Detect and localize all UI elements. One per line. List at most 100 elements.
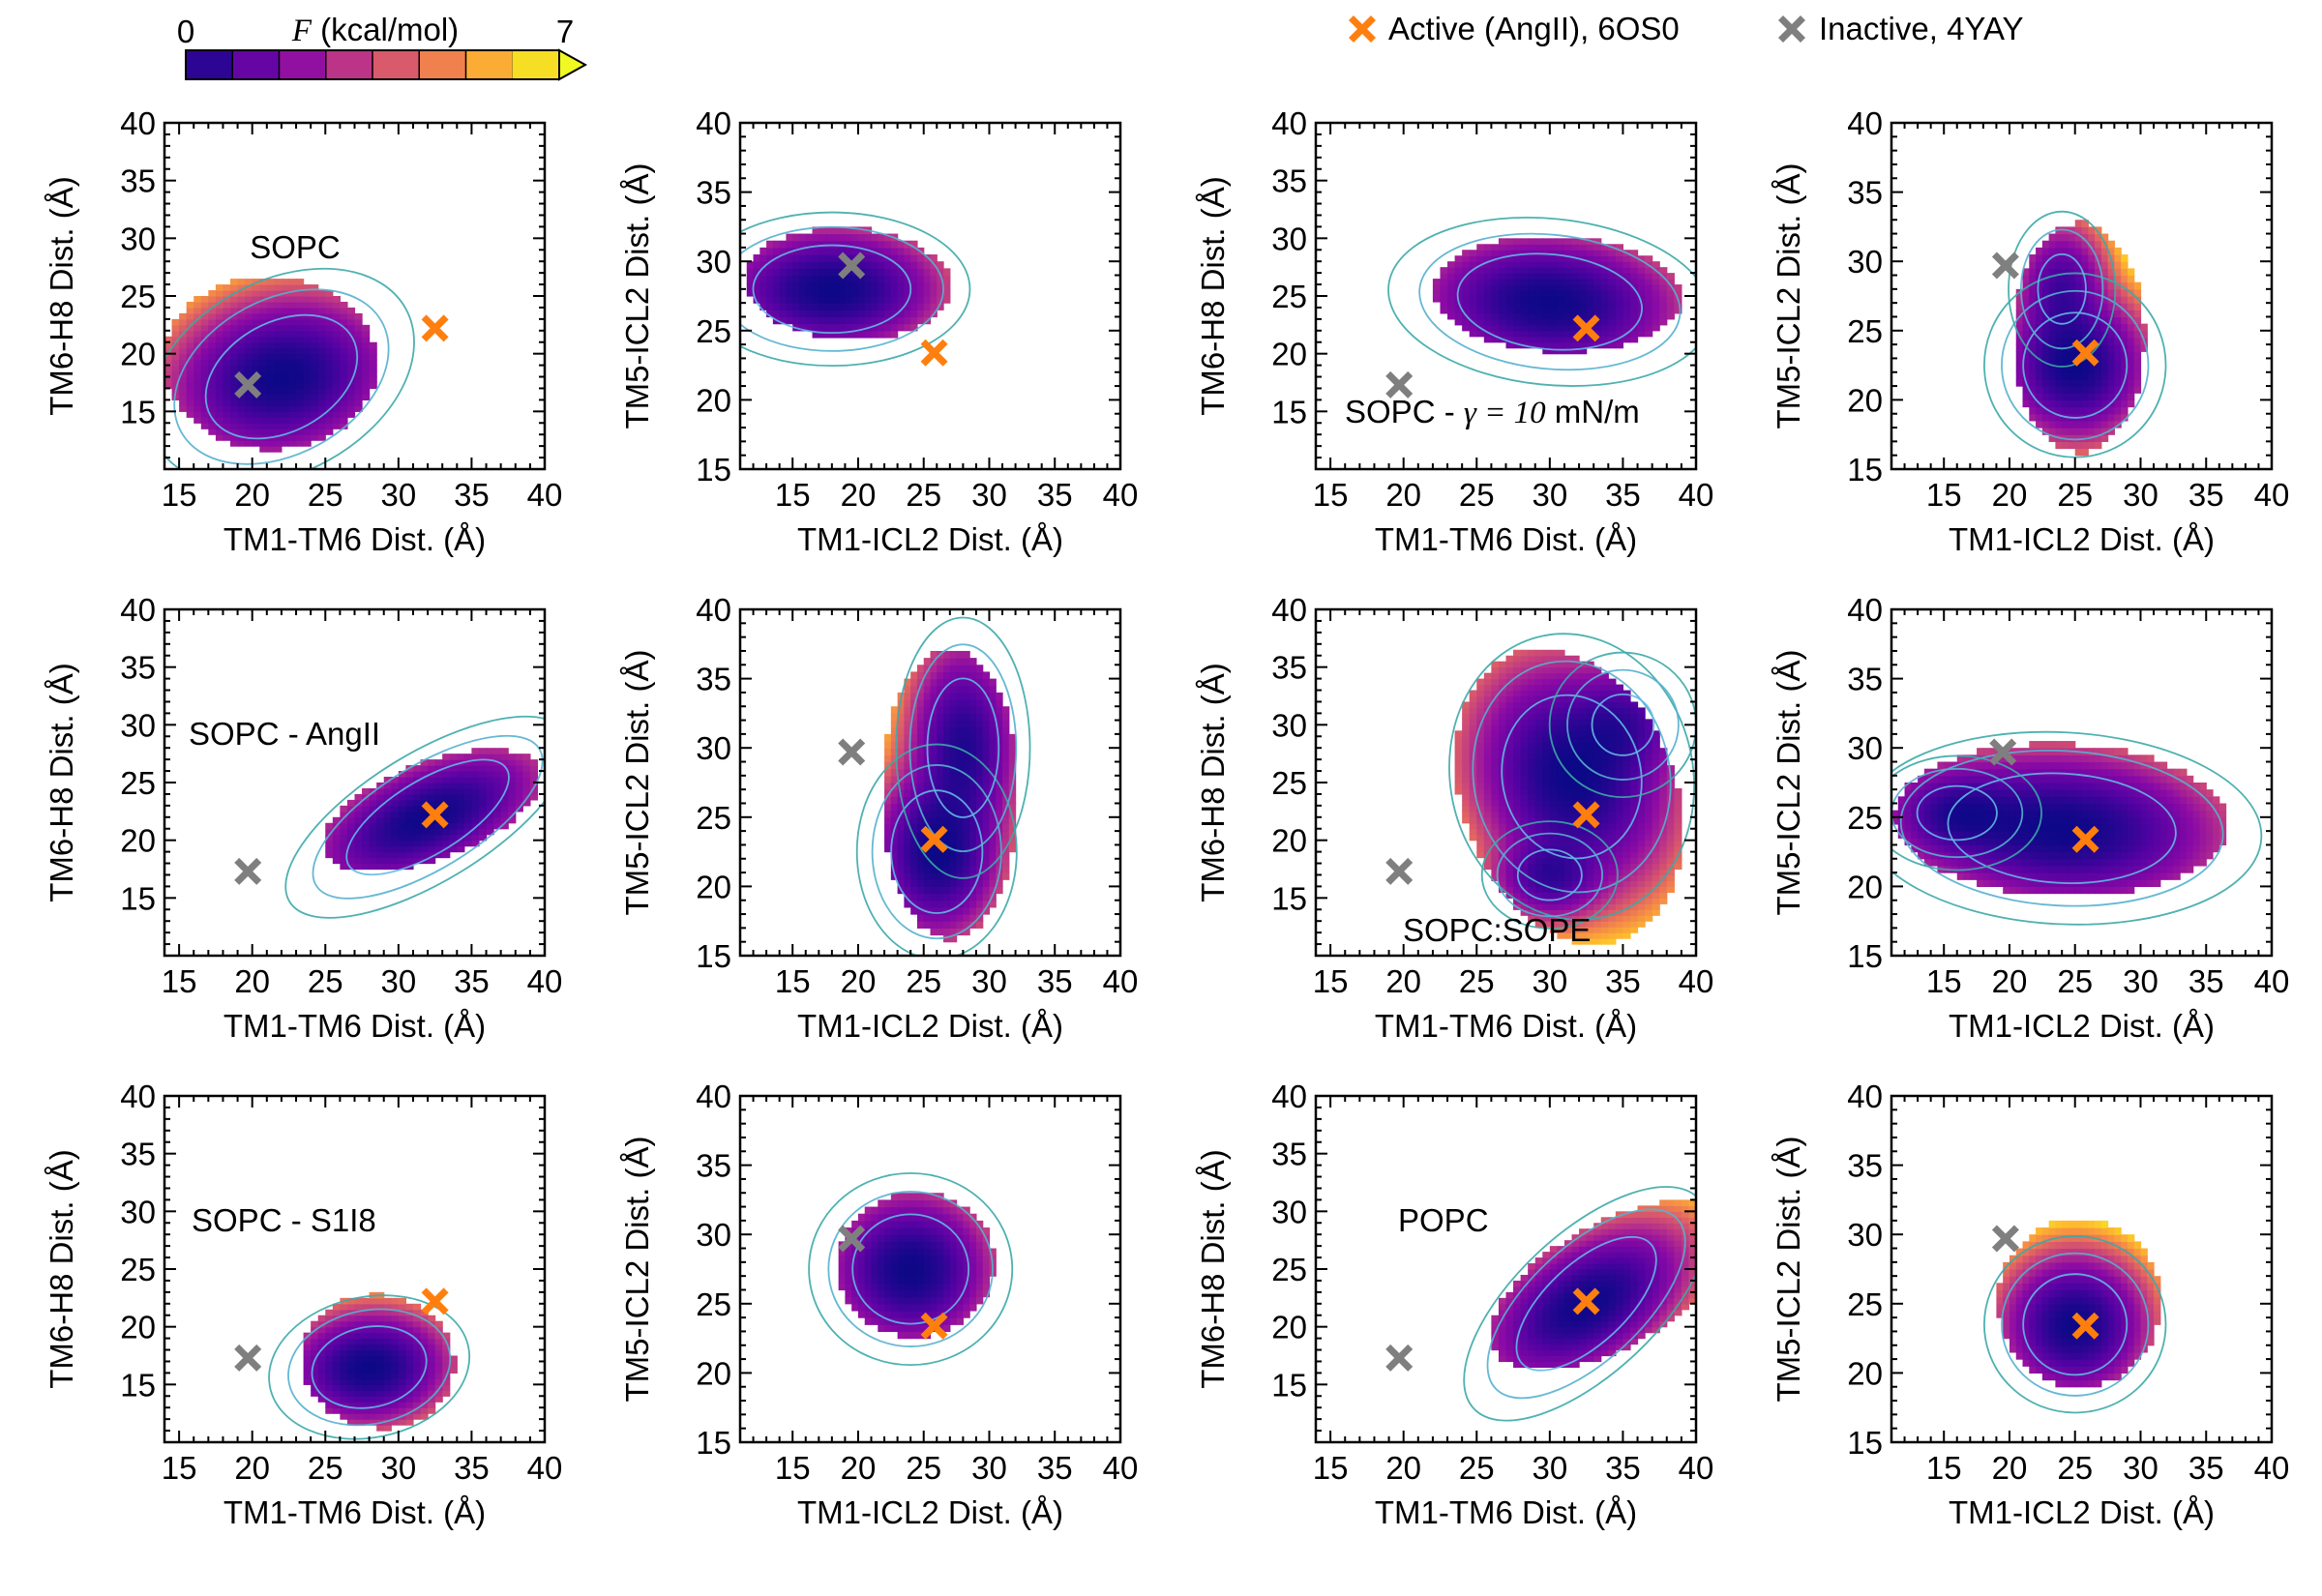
contour-line <box>808 1171 1014 1367</box>
contour-line <box>1387 216 1696 387</box>
heatmap-area <box>1983 210 2167 458</box>
y-tick-label: 25 <box>1271 279 1307 314</box>
contour-line <box>871 764 1002 940</box>
x-tick-label: 20 <box>1992 1450 2028 1486</box>
contour-line <box>268 1294 471 1440</box>
axes-frame <box>738 121 1122 471</box>
panel-r2c1: 15 20 25 30 35 40 15 20 25 30 35 40 TM1-TM6 Dist. (Å… <box>44 592 563 1044</box>
contour-line <box>1496 832 1604 918</box>
y-tick-label: 35 <box>120 163 156 199</box>
x-tick-label: 20 <box>1385 963 1421 999</box>
active-x-marker-icon <box>1349 15 1376 43</box>
heatmap-area <box>1891 730 2263 926</box>
ticks <box>739 1095 1121 1443</box>
legend-item-inactive: Inactive, 4YAY <box>1778 11 2024 46</box>
contour-line <box>740 211 971 368</box>
contour-line <box>890 789 984 914</box>
x-axis-label: TM1-ICL2 Dist. (Å) <box>1949 1494 2215 1530</box>
x-axis-label: TM1-TM6 Dist. (Å) <box>1375 1494 1637 1530</box>
x-tick-label: 35 <box>2188 477 2224 513</box>
x-tick-label: 40 <box>1679 1450 1714 1486</box>
axes-frame <box>1890 1094 2274 1444</box>
y-tick-label: 40 <box>696 105 731 141</box>
contour-line <box>1516 848 1583 901</box>
x-tick-label: 40 <box>2254 1450 2290 1486</box>
inactive-x-marker-icon <box>1991 251 2019 280</box>
x-tick-label: 15 <box>1926 477 1962 513</box>
heatmap-area <box>284 715 545 919</box>
x-axis-label: TM1-ICL2 Dist. (Å) <box>797 1008 1063 1044</box>
y-axis-label: TM6-H8 Dist. (Å) <box>44 1149 79 1389</box>
heatmap-area <box>1463 1186 1696 1422</box>
y-tick-label: 35 <box>1847 1148 1883 1184</box>
y-tick-label: 40 <box>120 592 156 628</box>
inactive-x-marker-icon <box>234 370 262 399</box>
y-tick-label: 35 <box>120 1137 156 1172</box>
panel-r2c3: 15 20 25 30 35 40 15 20 25 30 35 40 TM1-TM6 Dist. (Å… <box>1195 592 1714 1044</box>
x-tick-label: 15 <box>1313 963 1349 999</box>
x-tick-label: 20 <box>841 1450 877 1486</box>
x-tick-label: 40 <box>1679 477 1714 513</box>
x-axis-label: TM1-ICL2 Dist. (Å) <box>797 521 1063 557</box>
x-tick-label: 40 <box>527 477 563 513</box>
contour-line <box>827 1191 994 1347</box>
y-tick-label: 40 <box>696 1079 731 1114</box>
y-tick-label: 25 <box>1271 1252 1307 1287</box>
y-tick-label: 20 <box>1847 1355 1883 1391</box>
y-tick-label: 20 <box>1271 1310 1307 1345</box>
y-tick-label: 20 <box>120 1310 156 1345</box>
contour-line <box>2001 289 2150 441</box>
x-tick-label: 25 <box>308 1450 343 1486</box>
active-x-marker-icon <box>2071 339 2099 367</box>
y-tick-label: 35 <box>1847 175 1883 211</box>
y-tick-label: 25 <box>1847 1286 1883 1322</box>
y-tick-label: 40 <box>120 105 156 141</box>
x-axis-label: TM1-TM6 Dist. (Å) <box>1375 1008 1637 1044</box>
y-tick-label: 25 <box>696 1286 731 1322</box>
y-tick-label: 30 <box>1847 730 1883 766</box>
x-tick-label: 30 <box>971 963 1007 999</box>
contour-line <box>1463 1186 1696 1422</box>
active-x-marker-icon <box>421 801 449 829</box>
contour-line <box>1947 772 2177 885</box>
y-axis-label: TM5-ICL2 Dist. (Å) <box>1771 1136 1806 1402</box>
x-tick-label: 40 <box>527 963 563 999</box>
inactive-x-marker-icon <box>1385 1344 1414 1372</box>
x-axis-label: TM1-ICL2 Dist. (Å) <box>1949 521 2215 557</box>
contour-line <box>2022 1273 2128 1376</box>
inactive-x-marker-icon <box>1385 857 1414 885</box>
y-tick-label: 35 <box>120 650 156 686</box>
contour-line <box>926 677 1000 818</box>
y-axis-label: TM5-ICL2 Dist. (Å) <box>619 163 655 429</box>
x-tick-label: 40 <box>1679 963 1714 999</box>
contour-line <box>1515 1235 1657 1372</box>
legend-item-active: Active (AngII), 6OS0 <box>1349 11 1680 46</box>
contour-line <box>2001 1252 2150 1397</box>
active-x-marker-icon <box>920 339 948 367</box>
x-tick-label: 25 <box>308 477 343 513</box>
panel-annotation: SOPC:SOPE <box>1403 912 1591 948</box>
x-tick-label: 30 <box>2123 477 2158 513</box>
legend: Active (AngII), 6OS0 Inactive, 4YAY <box>1349 11 2024 46</box>
contour-line <box>1480 820 1619 930</box>
x-tick-label: 40 <box>2254 963 2290 999</box>
x-tick-label: 15 <box>1313 477 1349 513</box>
contour-line <box>895 616 1031 879</box>
x-tick-label: 35 <box>1037 477 1073 513</box>
y-tick-label: 15 <box>1271 880 1307 916</box>
x-tick-label: 15 <box>1926 1450 1962 1486</box>
y-tick-label: 40 <box>1271 1079 1307 1114</box>
panel-r3c3: 15 20 25 30 35 40 15 20 25 30 35 40 TM1-TM6 Dist. (Å… <box>1195 1079 1714 1530</box>
y-tick-label: 40 <box>120 1079 156 1114</box>
y-tick-label: 30 <box>696 1217 731 1253</box>
colorbar-title: F (kcal/mol) <box>291 12 459 48</box>
contour-line <box>1916 784 1998 842</box>
colorbar-segment <box>418 49 467 80</box>
x-tick-label: 35 <box>1605 963 1641 999</box>
y-tick-label: 20 <box>1847 382 1883 418</box>
ticks <box>1890 122 2273 470</box>
y-tick-label: 15 <box>1847 938 1883 974</box>
y-tick-label: 25 <box>1847 313 1883 349</box>
y-tick-label: 20 <box>120 823 156 859</box>
